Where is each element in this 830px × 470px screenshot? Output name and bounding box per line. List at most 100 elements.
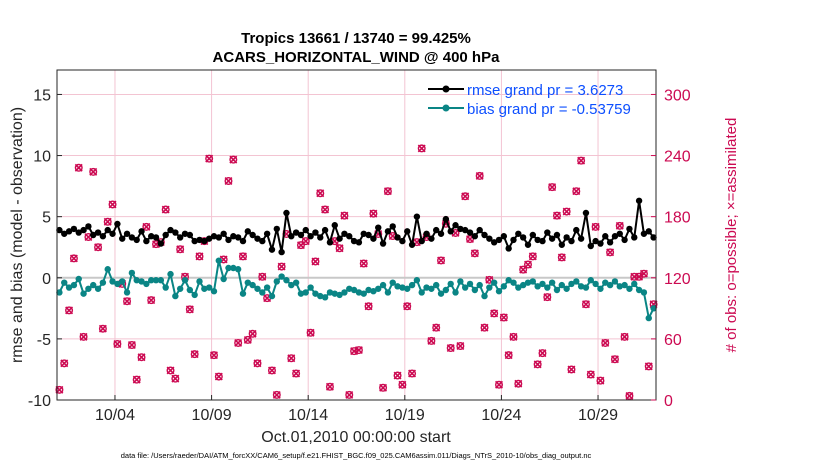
bias-point bbox=[283, 277, 290, 284]
rmse-point bbox=[519, 234, 527, 241]
obs-assimilated-point bbox=[470, 249, 479, 258]
obs-possible-point bbox=[79, 332, 88, 341]
obs-assimilated-point bbox=[601, 338, 610, 347]
bias-point bbox=[635, 286, 643, 294]
obs-assimilated-point bbox=[359, 259, 368, 268]
bias-point bbox=[582, 284, 590, 291]
bias-point bbox=[553, 286, 561, 294]
bias-point bbox=[220, 275, 227, 283]
bias-point bbox=[186, 286, 194, 294]
obs-possible-point bbox=[548, 183, 557, 192]
obs-possible-point bbox=[485, 275, 494, 284]
obs-possible-point bbox=[620, 332, 629, 341]
obs-possible-point bbox=[142, 222, 151, 231]
rmse-point bbox=[597, 240, 604, 247]
obs-assimilated-point bbox=[620, 332, 629, 341]
bias-point bbox=[172, 292, 179, 300]
obs-assimilated-point bbox=[258, 272, 267, 281]
bias-point bbox=[461, 284, 469, 291]
obs-possible-point bbox=[311, 257, 320, 266]
bias-point bbox=[239, 290, 247, 297]
rmse-point bbox=[201, 237, 208, 245]
obs-assimilated-point bbox=[311, 257, 320, 266]
rmse-point bbox=[215, 234, 223, 241]
bias-point bbox=[457, 278, 464, 285]
legend: rmse grand pr = 3.6273 bias grand pr = -… bbox=[428, 82, 631, 118]
rmse-point bbox=[61, 230, 68, 237]
rmse-point bbox=[616, 230, 623, 237]
obs-assimilated-point bbox=[185, 305, 194, 314]
obs-possible-point bbox=[581, 300, 590, 309]
obs-possible-point bbox=[557, 253, 566, 262]
obs-assimilated-point bbox=[369, 209, 378, 218]
obs-assimilated-point bbox=[417, 144, 426, 153]
obs-assimilated-point bbox=[543, 293, 552, 302]
rmse-point bbox=[461, 226, 469, 234]
obs-assimilated-point bbox=[234, 338, 243, 347]
axis-layer: 10/04 10/09 10/14 10/19 10/24 10/29 15 10 5 0 -5 -1… bbox=[28, 87, 691, 424]
obs-assimilated-point bbox=[490, 309, 499, 318]
bias-point bbox=[621, 281, 628, 289]
bias-point bbox=[109, 278, 116, 285]
rmse-point bbox=[167, 226, 174, 234]
obs-possible-point bbox=[335, 244, 344, 253]
rmse-point bbox=[205, 235, 213, 242]
bias-point bbox=[640, 289, 648, 296]
obs-assimilated-point bbox=[253, 359, 262, 368]
obs-possible-point bbox=[567, 365, 576, 374]
obs-possible-point bbox=[470, 249, 479, 258]
rmse-point bbox=[515, 230, 522, 237]
rmse-point bbox=[302, 226, 309, 234]
rmse-point bbox=[413, 213, 421, 220]
rmse-point bbox=[650, 234, 657, 241]
x-tick-label: 10/19 bbox=[385, 407, 425, 424]
bias-point bbox=[119, 278, 126, 285]
rmse-point bbox=[418, 237, 425, 245]
bias-point bbox=[273, 278, 280, 285]
bias-point bbox=[147, 277, 155, 284]
obs-assimilated-point bbox=[161, 205, 170, 214]
obs-possible-point bbox=[364, 302, 373, 311]
obs-possible-point bbox=[306, 328, 315, 337]
bias-point bbox=[606, 281, 614, 289]
rmse-point bbox=[529, 231, 537, 239]
bias-point bbox=[437, 290, 445, 297]
rmse-point bbox=[510, 236, 517, 244]
y-tick-label-left: -5 bbox=[37, 332, 51, 349]
bias-point bbox=[399, 284, 406, 291]
bias-point bbox=[230, 264, 237, 272]
bias-point bbox=[389, 279, 396, 286]
obs-assimilated-point bbox=[354, 346, 363, 355]
bias-point bbox=[563, 285, 570, 292]
rmse-point bbox=[128, 234, 136, 241]
bias-point bbox=[288, 281, 295, 289]
bias-point bbox=[355, 289, 363, 296]
bias-point bbox=[370, 288, 377, 295]
bias-point bbox=[433, 281, 440, 289]
rmse-point bbox=[143, 237, 150, 245]
rmse-point bbox=[331, 222, 338, 229]
chart-title-line2: ACARS_HORIZONTAL_WIND @ 400 hPa bbox=[213, 49, 501, 66]
obs-possible-point bbox=[625, 391, 634, 400]
y-axis-label-right: # of obs: o=possible; ×=assimilated bbox=[723, 118, 740, 353]
obs-possible-point bbox=[272, 390, 281, 399]
rmse-point bbox=[147, 233, 155, 240]
bias-point bbox=[476, 281, 483, 289]
obs-possible-point bbox=[123, 297, 132, 306]
obs-possible-point bbox=[379, 383, 388, 392]
obs-possible-point bbox=[65, 306, 74, 315]
obs-possible-point bbox=[214, 372, 223, 381]
obs-assimilated-point bbox=[567, 365, 576, 374]
obs-possible-point bbox=[543, 293, 552, 302]
rmse-point bbox=[138, 228, 145, 235]
rmse-point bbox=[326, 239, 334, 246]
bias-point bbox=[128, 269, 136, 277]
bias-point bbox=[346, 285, 353, 292]
rmse-point bbox=[225, 236, 232, 244]
obs-possible-point bbox=[166, 366, 175, 375]
bias-point bbox=[268, 292, 276, 300]
bias-point bbox=[611, 278, 619, 285]
rmse-point bbox=[631, 234, 638, 241]
rmse-point bbox=[606, 239, 614, 246]
bias-point bbox=[278, 273, 285, 280]
